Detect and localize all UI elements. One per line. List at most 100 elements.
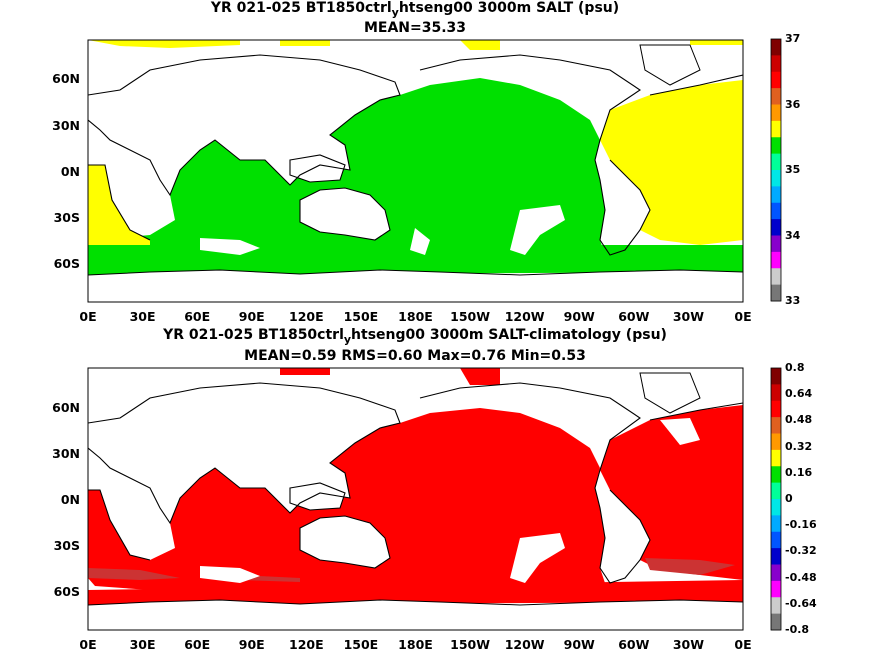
top-lon-tick: 30E <box>129 309 156 324</box>
bottom-colorbar-swatch <box>771 400 781 418</box>
bottom-lon-tick: 30E <box>129 637 156 652</box>
top-lon-tick: 60W <box>618 309 650 324</box>
top-ocean-field <box>90 78 605 268</box>
top-colorbar-label: 36 <box>785 97 801 111</box>
top-salinity-map <box>88 40 743 302</box>
bottom-coastlines <box>88 382 743 584</box>
bottom-colorbar-swatch <box>771 499 781 516</box>
top-lon-tick: 180E <box>398 309 433 324</box>
bottom-colorbar-label: -0.16 <box>785 518 817 532</box>
bottom-colorbar-label: -0.48 <box>785 570 817 584</box>
top-colorbar-swatch <box>771 39 781 56</box>
bottom-colorbar-label: -0.32 <box>785 544 817 558</box>
top-lat-30s: 30S <box>53 210 80 225</box>
top-colorbar-swatch <box>771 137 781 155</box>
top-map-mean: MEAN=35.33 <box>363 20 467 36</box>
top-lon-tick: 120E <box>289 309 324 324</box>
top-colorbar-swatch <box>771 170 781 187</box>
top-colorbar-swatch <box>771 235 781 253</box>
top-lon-tick: 0E <box>734 309 752 324</box>
top-colorbar-swatch <box>771 219 781 236</box>
bottom-title-part2: htseng00 3000m SALT-climatology (psu) <box>351 327 667 343</box>
bottom-lat-30n: 30N <box>52 446 80 461</box>
top-colorbar-swatch <box>771 202 781 220</box>
bottom-lon-tick: 180E <box>398 637 433 652</box>
bottom-atlantic-field <box>600 405 743 580</box>
top-atlantic-field <box>600 80 743 245</box>
bottom-lon-tick: 90W <box>563 637 595 652</box>
top-colorbar-label: 34 <box>785 228 801 242</box>
top-lon-tick: 60E <box>184 309 211 324</box>
top-southern-ocean <box>88 245 743 275</box>
top-map-title: YR 021-025 BT1850ctrlyhtseng00 3000m SAL… <box>0 0 830 21</box>
bottom-colorbar-label: 0.32 <box>785 439 813 453</box>
bottom-map-frame <box>87 367 744 631</box>
top-lon-tick: 90E <box>238 309 265 324</box>
top-arctic-field <box>88 40 743 50</box>
top-title-sub: y <box>391 5 399 19</box>
top-antarctica <box>88 269 743 302</box>
bottom-lon-tick: 60W <box>618 637 650 652</box>
top-lat-60n: 60N <box>52 71 80 86</box>
top-colorbar-swatch <box>771 104 781 122</box>
bottom-lon-tick: 120W <box>504 637 545 652</box>
bottom-colorbar-swatch <box>771 613 781 631</box>
bottom-colorbar-label: 0 <box>785 492 793 505</box>
bottom-lat-60s: 60S <box>53 584 80 599</box>
bottom-colorbar-frame <box>770 367 782 631</box>
bottom-colorbar-swatch <box>771 466 781 484</box>
bottom-colorbar-swatch <box>771 449 781 467</box>
bottom-colorbar-label: 0.16 <box>785 465 813 479</box>
bottom-lon-tick: 90E <box>238 637 265 652</box>
top-map-frame <box>87 39 744 303</box>
bottom-lon-tick: 150W <box>450 637 491 652</box>
bottom-colorbar-swatch <box>771 580 781 598</box>
bottom-lon-tick: 60E <box>184 637 211 652</box>
top-lon-tick: 0E <box>79 309 97 324</box>
top-lon-tick: 150E <box>343 309 379 324</box>
bottom-colorbar-swatch <box>771 515 781 533</box>
bottom-colorbar-swatch <box>771 548 781 565</box>
top-title-part2: htseng00 3000m SALT (psu) <box>398 0 620 16</box>
top-colorbar-label: 33 <box>785 294 801 307</box>
bottom-colorbar-swatch <box>771 368 781 385</box>
top-lat-60s: 60S <box>53 256 80 271</box>
bottom-map-title: YR 021-025 BT1850ctrlyhtseng00 3000m SAL… <box>0 327 830 348</box>
bottom-lon-tick: 150E <box>343 637 379 652</box>
top-coastlines <box>88 54 743 256</box>
top-colorbar-swatch <box>771 120 781 138</box>
bottom-anomaly-map <box>88 368 743 630</box>
top-colorbar-label: 35 <box>785 163 801 176</box>
top-colorbar-swatch <box>771 268 781 286</box>
top-colorbar-swatch <box>771 88 781 105</box>
bottom-lat-30s: 30S <box>53 538 80 553</box>
top-colorbar-frame <box>770 38 782 302</box>
top-lon-tick: 90W <box>563 309 595 324</box>
bottom-colorbar-swatch <box>771 531 781 549</box>
top-lon-tick: 120W <box>504 309 545 324</box>
top-colorbar-swatch <box>771 153 781 171</box>
bottom-colorbar-label: 0.64 <box>785 387 813 401</box>
bottom-lat-60n: 60N <box>52 400 80 415</box>
top-colorbar-swatch <box>771 251 781 269</box>
bottom-colorbar-swatch <box>771 384 781 402</box>
top-colorbar-swatch <box>771 284 781 302</box>
bottom-colorbar-label: 0.48 <box>785 413 813 427</box>
top-lat-0n: 0N <box>60 164 80 179</box>
top-colorbar-label: 37 <box>785 32 801 45</box>
bottom-colorbar-swatch <box>771 417 781 434</box>
bottom-lon-tick: 30W <box>672 637 704 652</box>
bottom-lon-tick: 0E <box>79 637 97 652</box>
bottom-lon-tick: 120E <box>289 637 324 652</box>
bottom-antarctica <box>88 599 743 630</box>
bottom-colorbar-swatch <box>771 433 781 451</box>
bottom-lon-tick: 0E <box>734 637 752 652</box>
bottom-lat-0n: 0N <box>60 492 80 507</box>
top-colorbar-swatch <box>771 71 781 89</box>
top-lon-tick: 30W <box>672 309 704 324</box>
bottom-colorbar-swatch <box>771 564 781 582</box>
bottom-title-part1: YR 021-025 BT1850ctrl <box>163 327 344 343</box>
top-lon-tick: 150W <box>450 309 491 324</box>
bottom-colorbar-label: -0.8 <box>785 623 810 636</box>
bottom-colorbar-label: 0.8 <box>785 361 805 374</box>
